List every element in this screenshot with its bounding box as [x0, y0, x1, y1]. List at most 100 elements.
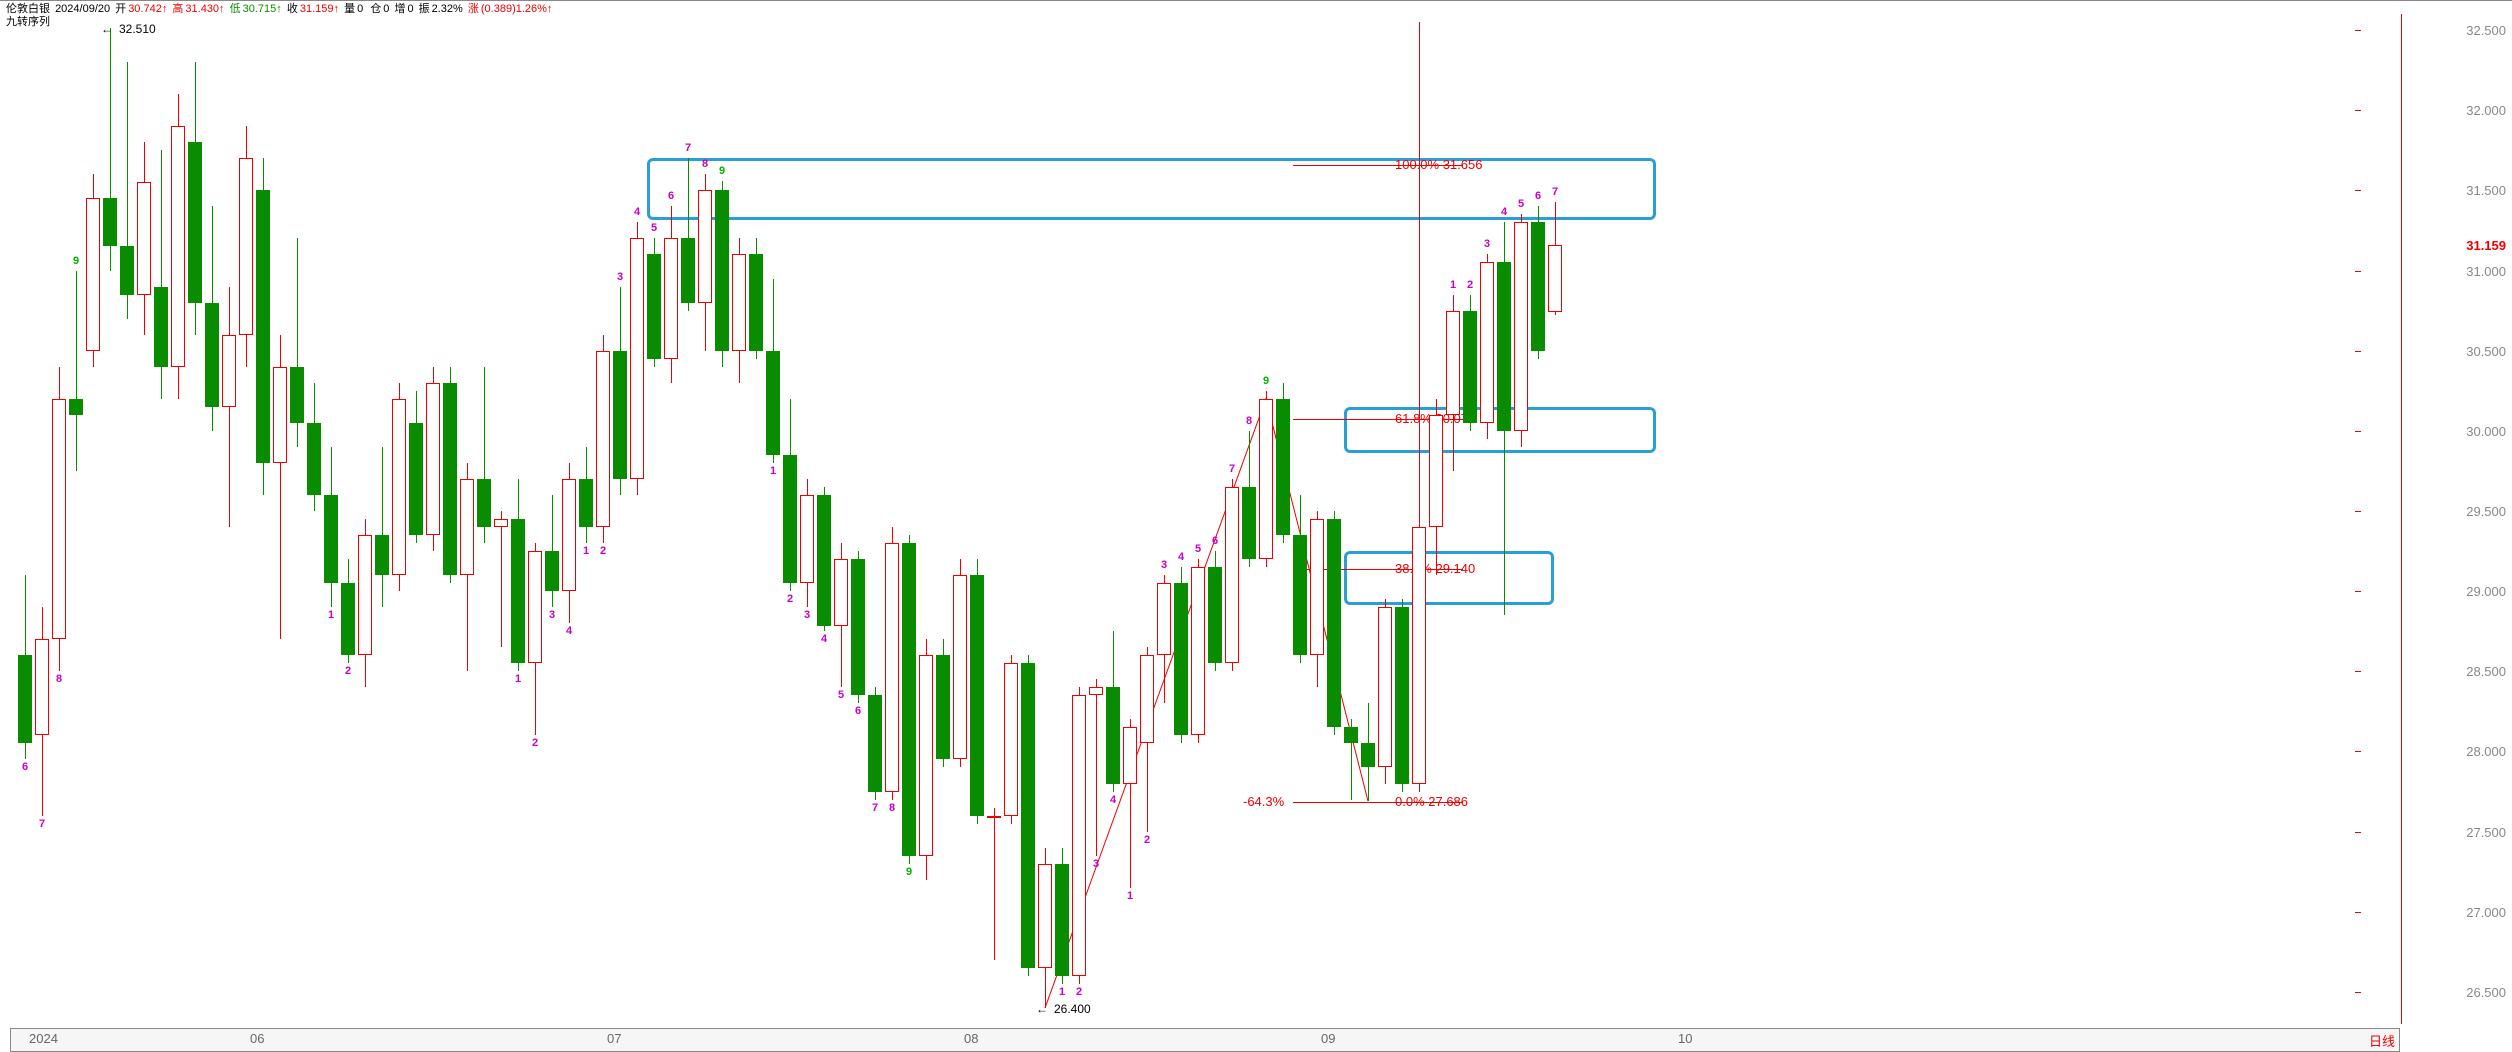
candle[interactable] — [800, 479, 814, 607]
candle[interactable] — [817, 487, 831, 631]
candle[interactable] — [766, 279, 780, 463]
candle[interactable] — [970, 559, 984, 824]
candle[interactable] — [69, 271, 83, 471]
candle[interactable] — [137, 142, 151, 334]
candle[interactable] — [1191, 559, 1205, 743]
candle[interactable] — [273, 335, 287, 640]
candle[interactable] — [749, 238, 763, 358]
candle[interactable] — [1361, 703, 1375, 801]
candle[interactable] — [86, 174, 100, 366]
candle[interactable] — [1208, 551, 1222, 671]
candle[interactable] — [902, 535, 916, 864]
candle[interactable] — [1123, 719, 1137, 887]
candle[interactable] — [494, 511, 508, 647]
candle[interactable] — [1242, 431, 1256, 567]
candle[interactable] — [630, 222, 644, 495]
candle[interactable] — [1327, 511, 1341, 735]
candle[interactable] — [1293, 495, 1307, 663]
candle[interactable] — [613, 287, 627, 495]
candle[interactable] — [1225, 479, 1239, 671]
candle[interactable] — [1276, 383, 1290, 543]
candle[interactable] — [1531, 206, 1545, 358]
candle[interactable] — [1446, 295, 1460, 471]
candle[interactable] — [409, 391, 423, 543]
candle[interactable] — [256, 158, 270, 495]
candle[interactable] — [1004, 655, 1018, 823]
timeframe-label[interactable]: 日线 — [2369, 1031, 2395, 1050]
candle[interactable] — [1378, 599, 1392, 783]
candle[interactable] — [307, 383, 321, 511]
candle[interactable] — [936, 639, 950, 767]
candle[interactable] — [1310, 511, 1324, 687]
candle[interactable] — [103, 28, 117, 270]
candle[interactable] — [1497, 222, 1511, 615]
candle[interactable] — [222, 287, 236, 527]
candle[interactable] — [545, 495, 559, 607]
candle[interactable] — [953, 559, 967, 767]
candle[interactable] — [290, 238, 304, 446]
candle[interactable] — [1514, 214, 1528, 446]
candle[interactable] — [647, 238, 661, 366]
td-seq-label: 5 — [1518, 198, 1524, 210]
candle[interactable] — [1140, 647, 1154, 831]
candle[interactable] — [375, 447, 389, 607]
candle[interactable] — [1412, 22, 1426, 792]
candle[interactable] — [1038, 848, 1052, 1008]
candle[interactable] — [596, 335, 610, 543]
candle[interactable] — [987, 808, 1001, 960]
candle[interactable] — [205, 206, 219, 430]
candle[interactable] — [681, 158, 695, 310]
candle[interactable] — [120, 62, 134, 319]
candle[interactable] — [154, 150, 168, 398]
candle[interactable] — [1106, 631, 1120, 791]
candlestick-chart[interactable]: 0.0% 27.686-64.3%38.2% 29.14061.8% 30.07… — [0, 14, 2400, 1024]
candle[interactable] — [324, 447, 338, 607]
candle[interactable] — [52, 367, 66, 672]
candle[interactable] — [1089, 679, 1103, 855]
candle[interactable] — [392, 383, 406, 591]
candle[interactable] — [477, 367, 491, 543]
candle[interactable] — [1021, 655, 1035, 976]
candle[interactable] — [1429, 399, 1443, 575]
td-seq-label: 2 — [345, 665, 351, 677]
candle[interactable] — [1480, 254, 1494, 438]
td-seq-label: 1 — [515, 673, 521, 685]
td-seq-label: 5 — [838, 689, 844, 701]
candle[interactable] — [562, 463, 576, 623]
candle[interactable] — [18, 575, 32, 759]
candle[interactable] — [443, 367, 457, 583]
candle[interactable] — [35, 607, 49, 815]
price-zone[interactable] — [1344, 551, 1554, 605]
candle[interactable] — [579, 447, 593, 543]
candle[interactable] — [1395, 599, 1409, 791]
candle[interactable] — [1463, 295, 1477, 431]
candle[interactable] — [460, 463, 474, 671]
candle[interactable] — [783, 399, 797, 591]
candle[interactable] — [341, 559, 355, 663]
candle[interactable] — [919, 639, 933, 879]
candle[interactable] — [426, 367, 440, 551]
candle[interactable] — [715, 181, 729, 367]
candle[interactable] — [732, 238, 746, 382]
candle[interactable] — [664, 206, 678, 382]
td-seq-label: 3 — [1161, 559, 1167, 571]
candle[interactable] — [1174, 567, 1188, 743]
candle[interactable] — [188, 62, 202, 335]
candle[interactable] — [868, 687, 882, 799]
candle[interactable] — [1157, 575, 1171, 703]
candle[interactable] — [851, 551, 865, 703]
candle[interactable] — [698, 174, 712, 350]
candle[interactable] — [511, 479, 525, 671]
candle[interactable] — [528, 543, 542, 735]
candle[interactable] — [1259, 391, 1273, 567]
candle[interactable] — [1055, 848, 1069, 984]
candle[interactable] — [1072, 687, 1086, 984]
candle[interactable] — [171, 94, 185, 399]
candle[interactable] — [885, 527, 899, 800]
candle[interactable] — [239, 126, 253, 366]
x-tick: 06 — [250, 1031, 264, 1046]
candle[interactable] — [834, 543, 848, 687]
candle[interactable] — [1548, 202, 1562, 316]
candle[interactable] — [1344, 719, 1358, 799]
candle[interactable] — [358, 519, 372, 687]
